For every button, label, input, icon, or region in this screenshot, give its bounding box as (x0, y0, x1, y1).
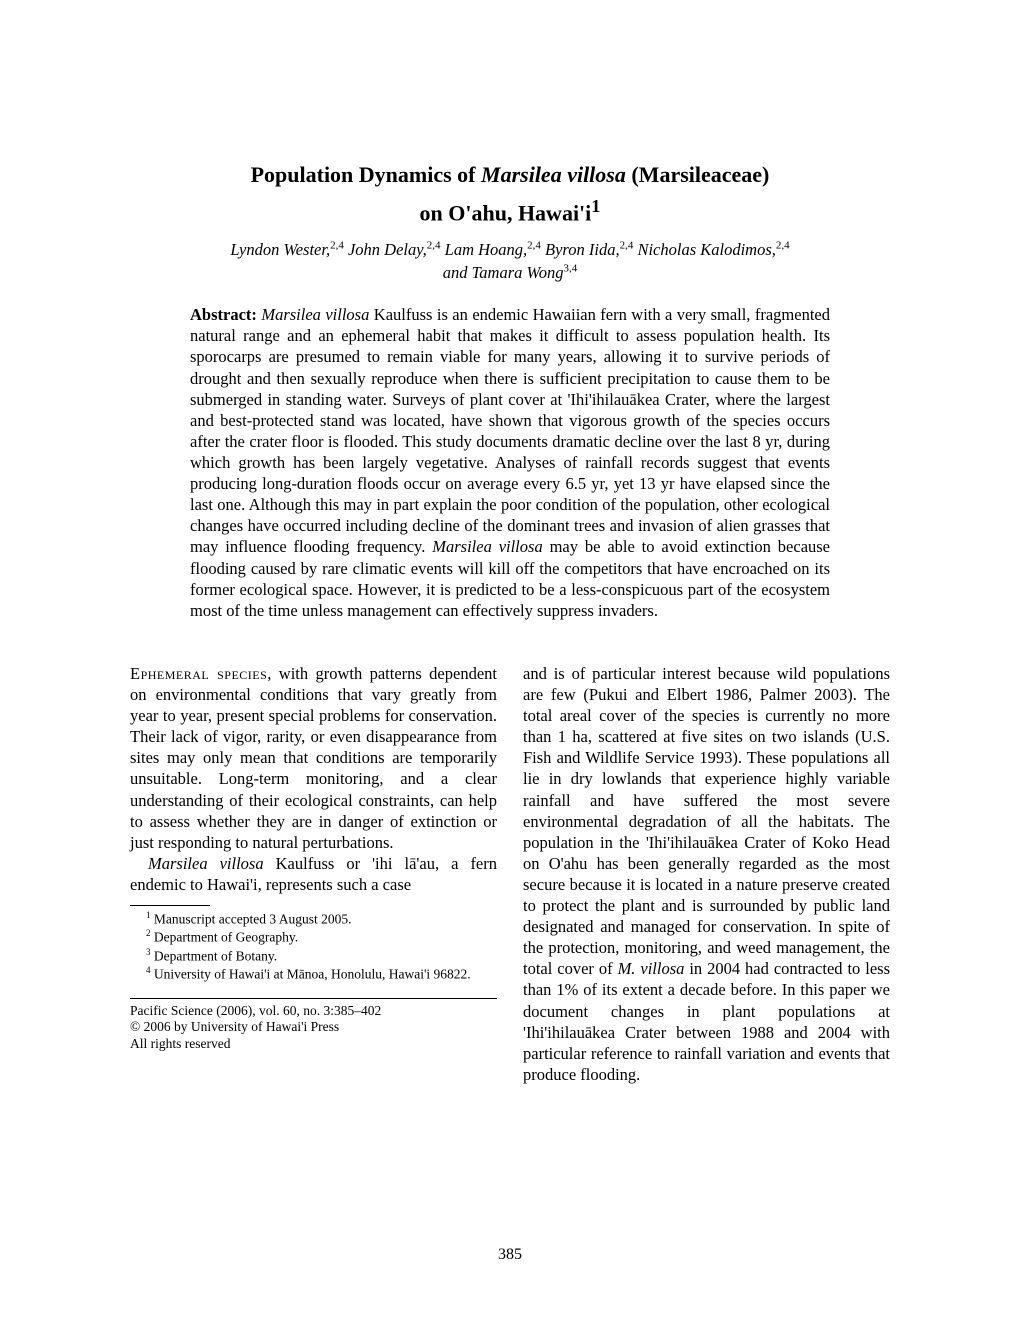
abstract-species: Marsilea villosa (257, 305, 374, 324)
author-2: John Delay, (344, 240, 427, 259)
article-title: Population Dynamics of Marsilea villosa … (130, 160, 890, 190)
pubinfo-1: Pacific Science (2006), vol. 60, no. 3:3… (130, 1003, 497, 1020)
footnote-1-text: Manuscript accepted 3 August 2005. (151, 912, 352, 927)
para-3: and is of particular interest because wi… (523, 663, 890, 1085)
author-6-affil: 3,4 (563, 263, 577, 275)
author-5: Nicholas Kalodimos, (633, 240, 776, 259)
footnote-3-text: Department of Botany. (151, 948, 278, 963)
para-2: Marsilea villosa Kaulfuss or 'ihi lā'au,… (130, 853, 497, 895)
para-1-text: , with growth patterns dependent on envi… (130, 664, 497, 852)
abstract-species-2: Marsilea villosa (432, 537, 542, 556)
author-1: Lyndon Wester, (230, 240, 330, 259)
title-species: Marsilea villosa (481, 162, 626, 187)
author-4: Byron Iida, (541, 240, 620, 259)
footnote-3: 3 Department of Botany. (130, 947, 497, 965)
author-3: Lam Hoang, (441, 240, 528, 259)
column-left: Ephemeral species, with growth patterns … (130, 663, 497, 1085)
author-5-affil: 2,4 (776, 240, 790, 252)
abstract: Abstract: Marsilea villosa Kaulfuss is a… (190, 304, 830, 621)
author-2-affil: 2,4 (427, 240, 441, 252)
para-1: Ephemeral species, with growth patterns … (130, 663, 497, 853)
footnote-2: 2 Department of Geography. (130, 928, 497, 946)
pubinfo-2: © 2006 by University of Hawai'i Press (130, 1019, 497, 1036)
abstract-label: Abstract: (190, 305, 257, 324)
page-number: 385 (0, 1246, 1020, 1264)
pubinfo-3: All rights reserved (130, 1036, 497, 1053)
author-4-affil: 2,4 (620, 240, 634, 252)
abstract-text-1: Kaulfuss is an endemic Hawaiian fern wit… (190, 305, 830, 556)
authors-block: Lyndon Wester,2,4 John Delay,2,4 Lam Hoa… (130, 238, 890, 284)
subtitle-text: on O'ahu, Hawai'i (420, 200, 592, 225)
footnote-4-text: University of Hawai'i at Mānoa, Honolulu… (151, 967, 471, 982)
para-3-species: M. villosa (618, 959, 685, 978)
footnote-1: 1 Manuscript accepted 3 August 2005. (130, 910, 497, 928)
footnote-2-text: Department of Geography. (151, 930, 299, 945)
author-6: and Tamara Wong (443, 263, 564, 282)
pubinfo-rule (130, 998, 497, 999)
title-footnote-marker: 1 (591, 196, 600, 216)
title-suffix: (Marsileaceae) (626, 162, 770, 187)
footnote-rule (130, 905, 210, 906)
para-2-species: Marsilea villosa (148, 854, 264, 873)
footnote-4: 4 University of Hawai'i at Mānoa, Honolu… (130, 965, 497, 983)
page-container: Population Dynamics of Marsilea villosa … (0, 0, 1020, 1145)
body-columns: Ephemeral species, with growth patterns … (130, 663, 890, 1085)
author-3-affil: 2,4 (527, 240, 541, 252)
column-right: and is of particular interest because wi… (523, 663, 890, 1085)
article-subtitle: on O'ahu, Hawai'i1 (130, 196, 890, 226)
para-3a-text: and is of particular interest because wi… (523, 664, 890, 979)
lead-smallcaps: Ephemeral species (130, 664, 267, 683)
title-prefix: Population Dynamics of (251, 162, 481, 187)
author-1-affil: 2,4 (330, 240, 344, 252)
